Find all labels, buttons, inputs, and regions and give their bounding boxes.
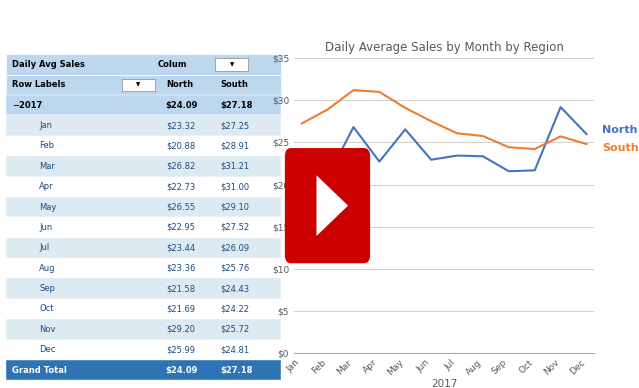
Bar [6, 299, 281, 319]
Bar [6, 197, 281, 217]
Text: How to Calculate Daily Averages with Pivot Tables: How to Calculate Daily Averages with Piv… [144, 22, 597, 36]
Bar [6, 237, 281, 258]
Text: $28.91: $28.91 [220, 142, 250, 151]
Bar [122, 79, 155, 91]
Text: $25.72: $25.72 [220, 325, 250, 334]
Text: $23.44: $23.44 [166, 243, 195, 252]
Text: South: South [220, 80, 249, 89]
Text: $24.43: $24.43 [220, 284, 250, 293]
Text: Sep: Sep [40, 284, 55, 293]
Text: $27.52: $27.52 [220, 223, 250, 232]
Bar [6, 95, 281, 116]
Text: Jan: Jan [40, 121, 52, 130]
Bar [6, 136, 281, 156]
Bar [6, 258, 281, 279]
Text: $20.88: $20.88 [166, 142, 195, 151]
Text: Oct: Oct [40, 305, 54, 314]
Text: $22.73: $22.73 [166, 182, 195, 191]
Text: Nov: Nov [40, 325, 56, 334]
Text: $23.36: $23.36 [166, 264, 195, 273]
Text: May: May [40, 203, 57, 211]
Text: Feb: Feb [40, 142, 54, 151]
Text: Colum: Colum [158, 60, 187, 69]
Text: $24.09: $24.09 [166, 101, 198, 110]
Text: $31.00: $31.00 [220, 182, 250, 191]
Text: −2017: −2017 [12, 101, 42, 110]
Text: $27.18: $27.18 [220, 365, 253, 374]
Bar [6, 54, 281, 74]
Text: $27.25: $27.25 [220, 121, 250, 130]
Text: $29.20: $29.20 [166, 325, 195, 334]
Text: ▼: ▼ [229, 62, 234, 67]
Text: $21.69: $21.69 [166, 305, 195, 314]
FancyBboxPatch shape [285, 148, 370, 263]
Bar [6, 177, 281, 197]
Text: $25.99: $25.99 [166, 345, 195, 354]
Text: Daily Avg Sales: Daily Avg Sales [12, 60, 85, 69]
Text: Grand Total: Grand Total [12, 365, 66, 374]
Text: $24.22: $24.22 [220, 305, 250, 314]
Bar [6, 360, 281, 380]
Text: $24.09: $24.09 [166, 365, 198, 374]
X-axis label: 2017: 2017 [431, 379, 458, 388]
Text: $31.21: $31.21 [220, 162, 250, 171]
Bar [6, 217, 281, 237]
Polygon shape [316, 175, 348, 236]
Text: $22.95: $22.95 [166, 223, 195, 232]
Text: $26.82: $26.82 [166, 162, 195, 171]
Title: Daily Average Sales by Month by Region: Daily Average Sales by Month by Region [325, 41, 564, 54]
Text: $26.55: $26.55 [166, 203, 195, 211]
Text: ▼: ▼ [136, 82, 141, 87]
Text: North: North [166, 80, 193, 89]
Bar [215, 59, 248, 71]
Bar [6, 340, 281, 360]
Text: Aug: Aug [40, 264, 56, 273]
Text: Jun: Jun [40, 223, 52, 232]
Text: Apr: Apr [40, 182, 54, 191]
Bar [6, 279, 281, 299]
Bar [6, 116, 281, 136]
Text: Jul: Jul [40, 243, 50, 252]
Text: $23.32: $23.32 [166, 121, 195, 130]
Text: $25.76: $25.76 [220, 264, 250, 273]
Bar [6, 74, 281, 95]
Text: South: South [602, 143, 638, 153]
Bar [6, 156, 281, 177]
Text: $26.09: $26.09 [220, 243, 250, 252]
Text: $21.58: $21.58 [166, 284, 195, 293]
Text: Dec: Dec [40, 345, 56, 354]
Text: $24.81: $24.81 [220, 345, 250, 354]
Text: $29.10: $29.10 [220, 203, 250, 211]
Text: North: North [602, 125, 638, 135]
Text: $27.18: $27.18 [220, 101, 253, 110]
Bar [6, 319, 281, 340]
Text: Row Labels: Row Labels [12, 80, 65, 89]
Text: Mar: Mar [40, 162, 55, 171]
